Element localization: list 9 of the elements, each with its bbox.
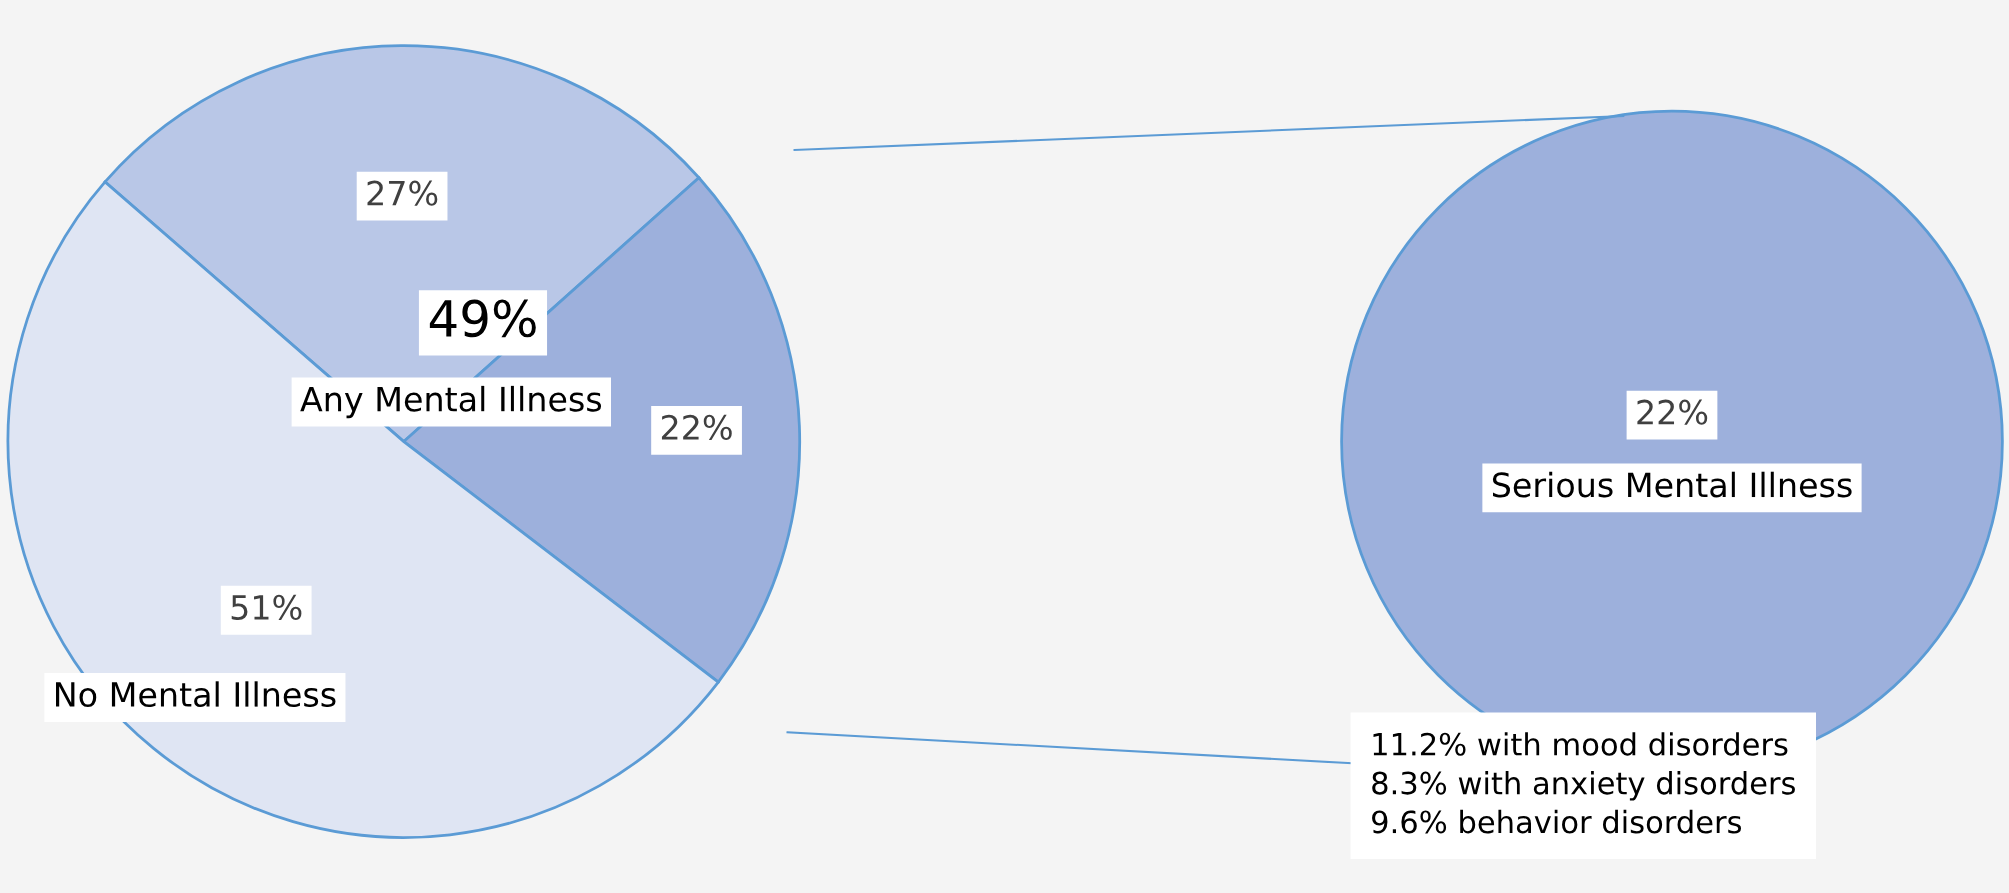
text: 11.2% with mood disorders 8.3% with anxiety disorders 9.6% behavior disorders	[1372, 732, 1795, 834]
data-label: 22%	[661, 414, 732, 441]
slice-label: No Mental Illness	[56, 681, 336, 708]
data-label: 51%	[231, 594, 302, 620]
slice-label: Serious Mental Illness	[1492, 471, 1852, 498]
text: Any Mental Illness	[300, 385, 602, 419]
data-label: 22%	[1637, 399, 1708, 425]
text: 49%	[429, 299, 536, 338]
data-label: 27%	[367, 180, 438, 206]
